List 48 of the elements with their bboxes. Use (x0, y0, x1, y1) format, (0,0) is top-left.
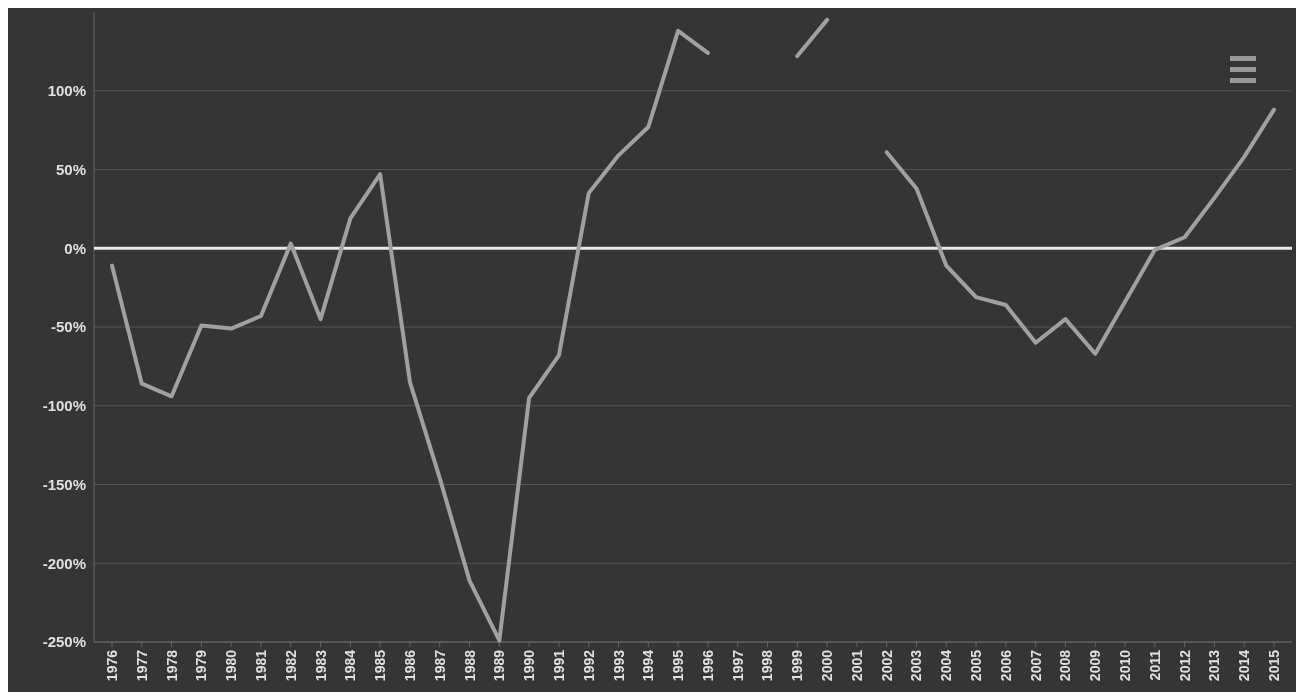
x-tick-label: 1996 (699, 649, 716, 682)
x-tick-label: 1977 (133, 649, 150, 682)
x-tick-label: 1976 (104, 649, 120, 682)
x-tick-label: 1987 (431, 649, 448, 682)
y-tick-label: 100% (47, 82, 86, 99)
x-tick-label: 1984 (342, 649, 359, 682)
x-tick-label: 1982 (282, 649, 299, 682)
x-tick-label: 1995 (670, 649, 687, 682)
x-tick-label: 2001 (848, 649, 865, 682)
x-tick-label: 2003 (908, 649, 925, 682)
x-tick-label: 1989 (491, 649, 508, 682)
x-tick-label: 2009 (1087, 649, 1104, 682)
x-tick-label: 1986 (401, 649, 418, 682)
x-tick-label: 2013 (1206, 649, 1223, 682)
y-tick-label: -150% (42, 475, 86, 493)
x-tick-label: 2008 (1057, 649, 1074, 682)
x-tick-label: 2005 (968, 649, 985, 682)
x-tick-label: 1999 (789, 649, 806, 682)
x-tick-label: 1998 (759, 649, 776, 682)
x-tick-label: 1993 (610, 649, 627, 682)
x-tick-label: 2011 (1146, 649, 1163, 681)
y-tick-label: 0% (64, 239, 86, 257)
x-tick-label: 1991 (550, 649, 567, 682)
x-tick-label: 1983 (312, 649, 329, 682)
x-tick-label: 1994 (640, 649, 657, 682)
x-tick-label: 1990 (521, 649, 538, 682)
x-tick-label: 1985 (372, 649, 389, 682)
y-tick-label: -200% (42, 554, 86, 572)
x-tick-label: 2010 (1117, 649, 1134, 682)
x-tick-label: 1997 (729, 649, 746, 682)
x-tick-label: 2015 (1266, 649, 1282, 682)
y-tick-label: -50% (50, 318, 86, 336)
y-tick-label: -100% (42, 397, 86, 414)
x-tick-label: 2006 (997, 649, 1014, 682)
x-tick-label: 1988 (461, 649, 478, 682)
x-tick-label: 1979 (193, 649, 210, 682)
x-tick-label: 2007 (1027, 649, 1044, 682)
x-tick-label: 1978 (163, 649, 180, 682)
x-tick-label: 2012 (1176, 649, 1193, 682)
x-tick-label: 1981 (252, 649, 269, 682)
y-tick-label: 50% (55, 160, 86, 178)
x-tick-label: 1980 (223, 649, 240, 682)
y-tick-label: -250% (42, 633, 86, 651)
x-tick-label: 2014 (1236, 649, 1253, 682)
x-tick-label: 2002 (878, 649, 895, 682)
x-tick-label: 2000 (819, 649, 836, 682)
x-tick-label: 1992 (580, 649, 597, 682)
x-tick-label: 2004 (938, 649, 955, 682)
